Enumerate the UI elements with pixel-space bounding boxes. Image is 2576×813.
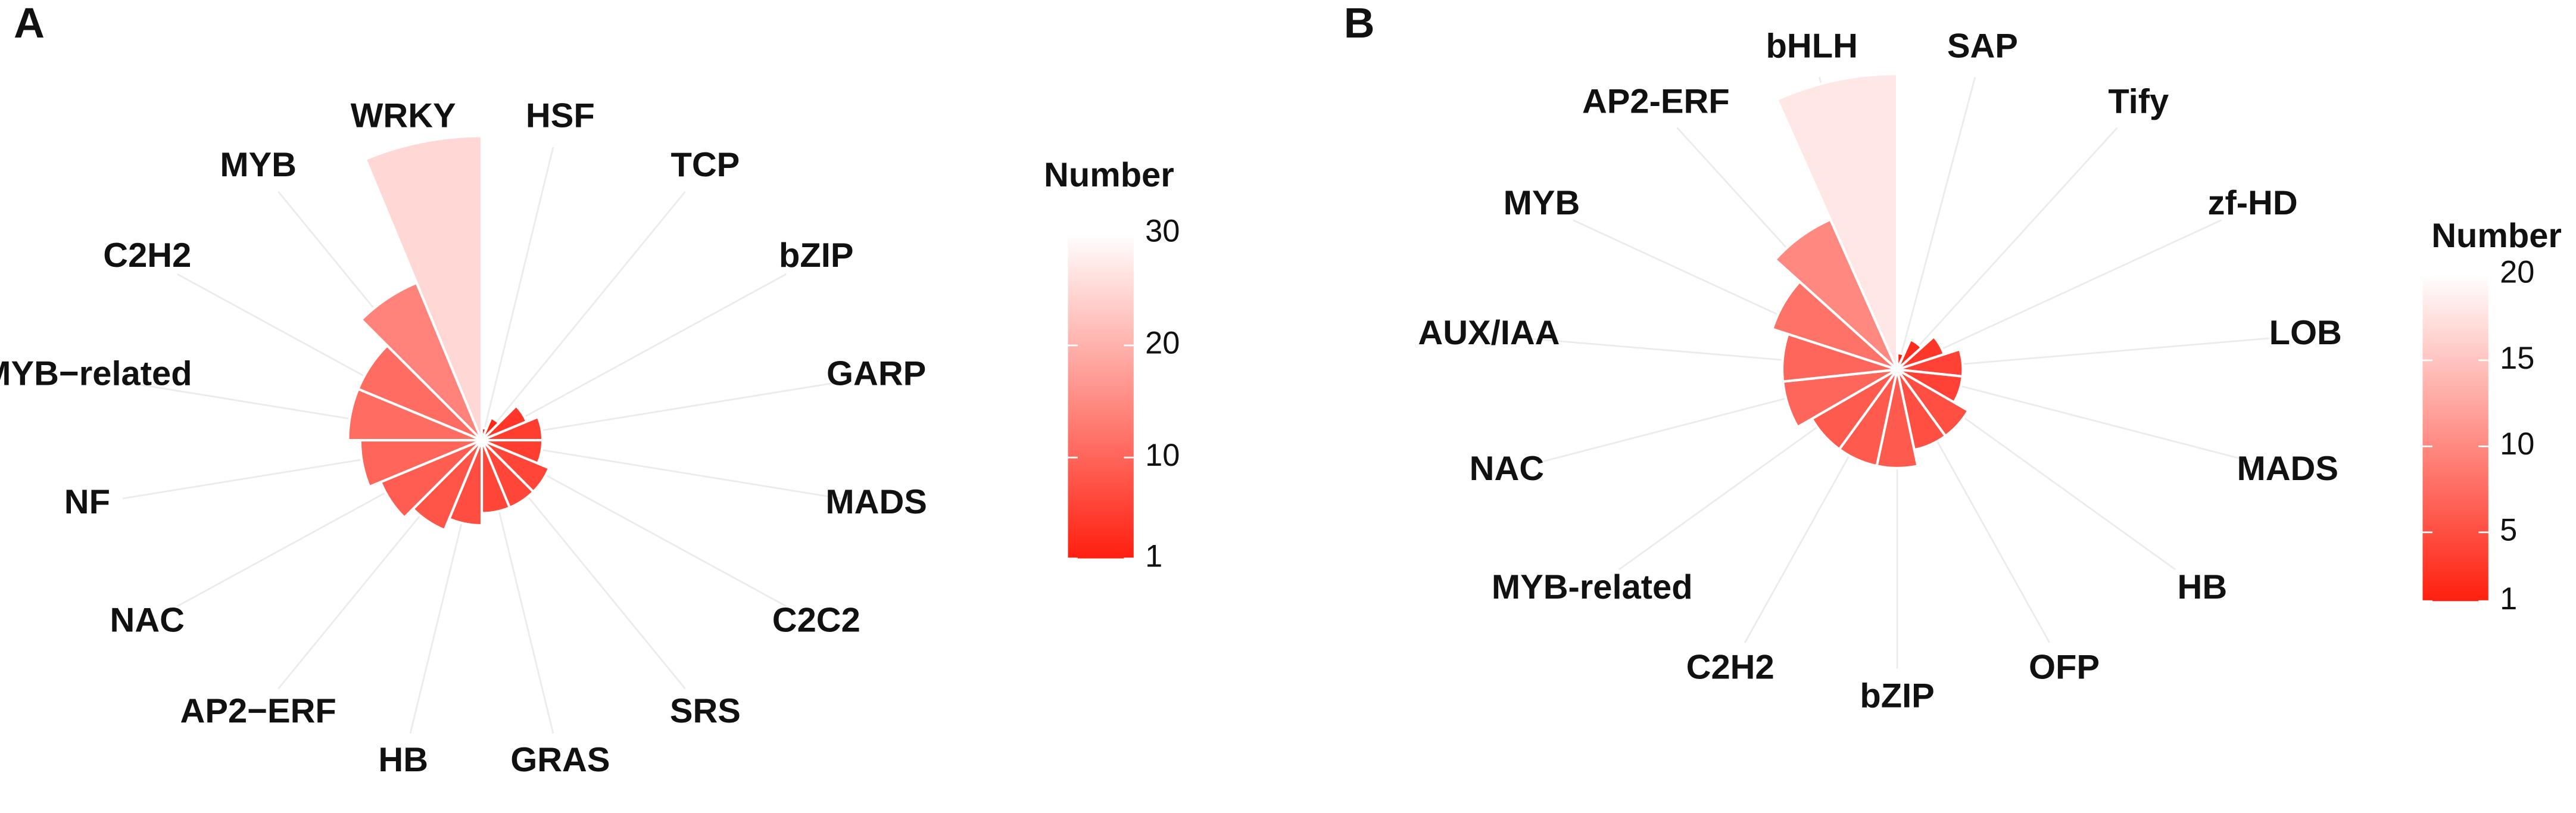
category-label: MYB [220,146,297,184]
category-label: SRS [670,692,741,730]
colorbar-tick-label: 1 [1145,539,1162,574]
legend-title: Number [1044,156,1174,194]
category-label: SAP [1947,27,2018,65]
category-label: AP2−ERF [180,692,336,730]
colorbar [1068,233,1134,559]
category-label: AUX/IAA [1418,314,1560,352]
category-label: OFP [2029,649,2100,687]
colorbar-tick-label: 10 [1145,438,1180,473]
spoke [1896,77,1976,370]
colorbar [2422,274,2488,602]
colorbar-tick-label: 30 [1145,214,1180,248]
panel-letter: A [14,0,45,47]
category-label: HB [2178,568,2228,606]
category-label: NF [64,483,110,521]
colorbar-tick-label: 20 [1145,326,1180,361]
spoke [481,191,686,441]
category-label: WRKY [351,96,456,135]
spoke [481,147,554,441]
category-label: MYB-related [1492,568,1693,606]
category-label: TCP [670,146,740,184]
colorbar-tick-label: 10 [2500,427,2534,462]
category-label: MYB−related [0,355,192,393]
bar [1773,217,1898,370]
category-label: HB [378,741,428,779]
category-label: C2C2 [772,602,860,640]
panel-letter: B [1344,0,1375,47]
category-label: NAC [110,602,185,640]
category-label: C2H2 [1686,649,1774,687]
category-label: LOB [2269,314,2342,352]
bar [1775,73,1899,370]
category-label: MYB [1504,184,1580,222]
colorbar-tick-label: 20 [2500,255,2534,289]
colorbar-tick-label: 1 [2500,582,2517,616]
bar [363,135,484,441]
spoke [1897,219,2222,370]
category-label: HSF [526,96,595,135]
category-label: GRAS [510,741,610,779]
spoke [1897,127,2118,370]
spoke [481,273,787,441]
colorbar-tick-label: 5 [2500,513,2517,548]
category-label: NAC [1470,450,1544,488]
category-label: bZIP [779,236,853,275]
category-label: GARP [827,355,926,393]
category-label: bZIP [1860,677,1934,715]
category-label: MADS [2237,450,2338,488]
colorbar-tick-label: 15 [2500,341,2534,376]
legend-title: Number [2431,217,2562,255]
category-label: zf-HD [2208,184,2298,222]
category-label: Tify [2108,83,2169,121]
category-label: bHLH [1766,27,1858,65]
category-label: MADS [825,483,927,521]
category-label: C2H2 [103,236,191,275]
category-label: AP2-ERF [1582,83,1730,121]
